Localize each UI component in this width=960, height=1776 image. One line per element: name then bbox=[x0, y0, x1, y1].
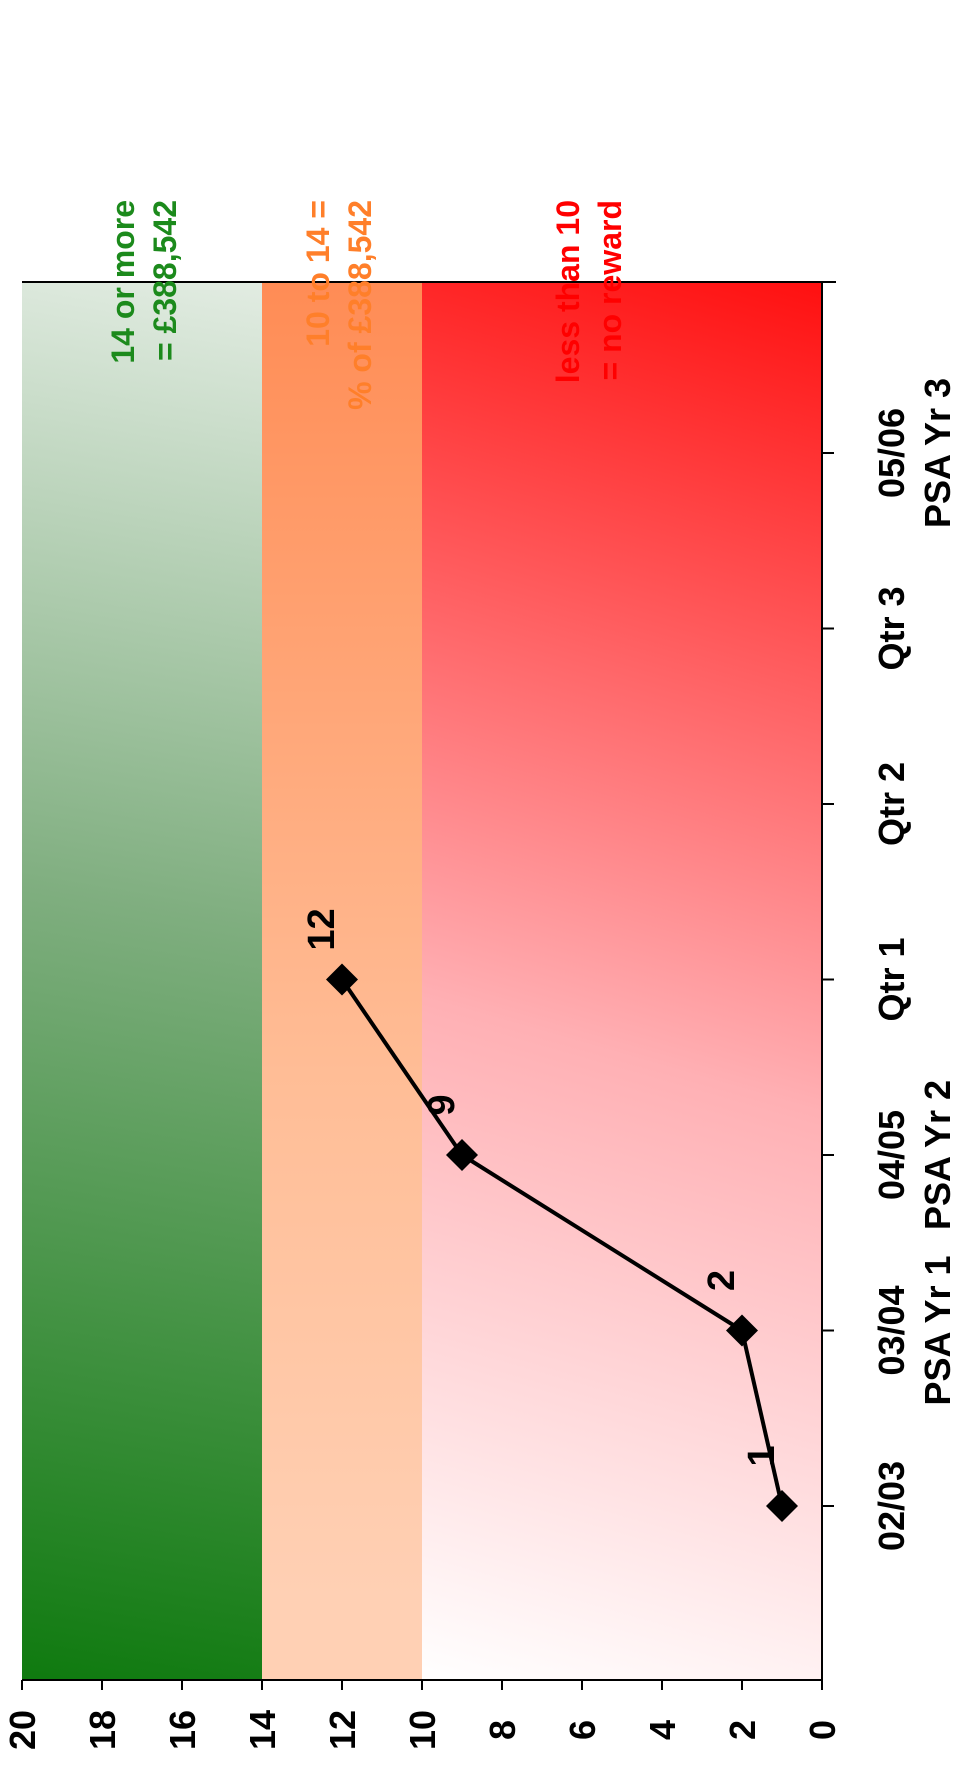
value-tick-label-2: 2 bbox=[722, 1720, 763, 1740]
data-point-1 bbox=[726, 1314, 758, 1347]
value-tick-label-18: 18 bbox=[82, 1710, 123, 1750]
data-point-0 bbox=[766, 1490, 798, 1522]
data-label-0: 1 bbox=[741, 1445, 783, 1466]
category-label-6: 05/06 bbox=[871, 408, 912, 498]
data-point-3 bbox=[326, 963, 358, 996]
data-label-1: 2 bbox=[701, 1270, 743, 1291]
category-label-0: 02/03 bbox=[871, 1461, 912, 1551]
band-labels: 14 or more = £388,542 10 to 14 =% of £388,… bbox=[105, 200, 628, 410]
series-segment-0 bbox=[740, 1330, 784, 1507]
value-axis-ticks: 0 2 4 6 8 10 12 14 16 18 20 bbox=[2, 1680, 843, 1750]
category-sublabel-2: PSA Yr 2 bbox=[917, 1080, 958, 1230]
value-tick-label-4: 4 bbox=[642, 1720, 683, 1740]
value-tick-label-6: 6 bbox=[562, 1720, 603, 1740]
category-label-4: Qtr 2 bbox=[871, 762, 912, 846]
category-sublabel-6: PSA Yr 3 bbox=[917, 378, 958, 528]
band-red-region bbox=[422, 282, 822, 1680]
category-sublabel-1: PSA Yr 1 bbox=[917, 1255, 958, 1405]
data-label-2: 9 bbox=[421, 1094, 463, 1115]
category-axis-ticks: 02/03 03/04 PSA Yr 1 04/05 PSA Yr 2 Qtr 1 Qtr … bbox=[822, 281, 958, 1551]
data-point-2 bbox=[446, 1139, 478, 1171]
value-tick-label-8: 8 bbox=[482, 1720, 523, 1740]
series-segment-1 bbox=[460, 1153, 744, 1333]
band-label-orange-line1: 10 to 14 = bbox=[300, 200, 336, 347]
value-tick-label-20: 20 bbox=[2, 1710, 43, 1750]
category-label-2: 04/05 bbox=[871, 1110, 912, 1200]
category-label-5: Qtr 3 bbox=[871, 586, 912, 670]
data-label-3: 12 bbox=[301, 908, 343, 950]
value-tick-label-12: 12 bbox=[322, 1710, 363, 1750]
band-label-red-line1: less than 10 bbox=[550, 200, 586, 383]
band-label-red-line2: = no reward bbox=[592, 200, 628, 381]
value-tick-label-0: 0 bbox=[802, 1720, 843, 1740]
band-label-orange-line2: % of £388,542 bbox=[342, 200, 378, 410]
category-label-3: Qtr 1 bbox=[871, 937, 912, 1021]
band-label-green-line2: = £388,542 bbox=[147, 200, 183, 361]
series-segment-2 bbox=[340, 978, 464, 1157]
category-label-1: 03/04 bbox=[871, 1285, 912, 1375]
value-tick-label-14: 14 bbox=[242, 1710, 283, 1750]
band-label-green-line1: 14 or more bbox=[105, 200, 141, 364]
band-green-region bbox=[22, 282, 262, 1680]
value-tick-label-10: 10 bbox=[402, 1710, 443, 1750]
value-tick-label-16: 16 bbox=[162, 1710, 203, 1750]
